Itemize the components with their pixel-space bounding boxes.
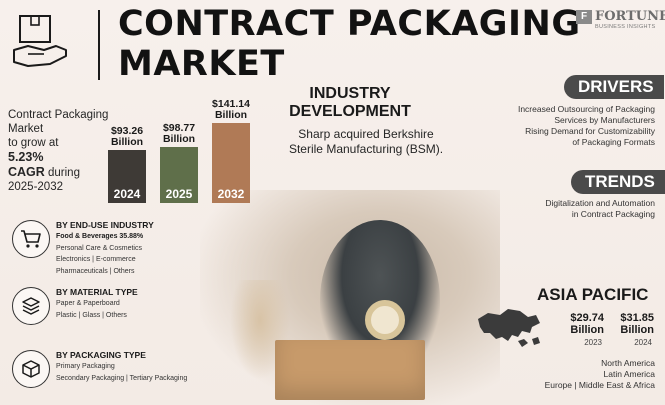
shopping-cart-icon xyxy=(12,220,50,258)
growth-line-3: to grow at xyxy=(8,137,59,149)
growth-statement: Contract Packaging Market to grow at 5.2… xyxy=(8,108,113,194)
segment-title: BY MATERIAL TYPE xyxy=(56,287,138,297)
header-divider xyxy=(98,10,100,80)
segment-line: Paper & Paperboard xyxy=(56,300,120,307)
segment-line: Secondary Packaging | Tertiary Packaging xyxy=(56,374,188,382)
bar-value-label: $98.77 Billion xyxy=(162,122,196,145)
driver-line: of Packaging Formats xyxy=(572,137,655,147)
trend-line: Digitalization and Automation xyxy=(545,198,655,208)
segment-line: Pharmaceuticals | Others xyxy=(56,267,135,275)
driver-line: Rising Demand for Customizability xyxy=(525,126,655,136)
forecast-period: 2025-2032 xyxy=(8,181,63,193)
region-line: Europe | Middle East & Africa xyxy=(544,380,655,390)
bar-year-label: 2032 xyxy=(217,187,245,201)
asia-value-2023-amount: $29.74 xyxy=(570,312,604,324)
asia-pacific-map-icon xyxy=(474,305,544,350)
stacked-boxes-icon xyxy=(12,287,50,325)
asia-year-2023: 2023 xyxy=(584,338,602,347)
segment-line: Personal Care & Cosmetics xyxy=(56,244,142,252)
logo-mark: F xyxy=(576,10,592,24)
region-line: Latin America xyxy=(603,369,656,379)
segment-line: Plastic | Glass | Others xyxy=(56,311,127,319)
segment-title: BY END-USE INDUSTRY xyxy=(56,220,154,230)
page-title: CONTRACT PACKAGING MARKET xyxy=(118,4,581,84)
logo-subtitle: BUSINESS INSIGHTS xyxy=(595,24,656,30)
driver-line: Increased Outsourcing of Packaging xyxy=(517,104,655,114)
asia-pacific-title: ASIA PACIFIC xyxy=(537,285,649,304)
market-size-bar-chart: 2024 $93.26 Billion 2025 $98.77 Billion 2032 $1… xyxy=(106,95,258,203)
segment-items: Paper & Paperboard Plastic | Glass | Oth… xyxy=(56,298,127,321)
bar-value-label: $141.14 Billion xyxy=(212,98,250,121)
cagr-during: during xyxy=(44,167,80,179)
growth-line-2: Market xyxy=(8,123,44,135)
industry-development-text: Sharp acquired Berkshire Sterile Manufac… xyxy=(266,127,466,157)
asia-value-2023-unit: Billion xyxy=(570,324,604,336)
trend-line: in Contract Packaging xyxy=(571,209,655,219)
industry-text-line-1: Sharp acquired Berkshire xyxy=(298,127,434,141)
industry-text-line-2: Sterile Manufacturing (BSM). xyxy=(288,142,444,156)
trends-label: TRENDS xyxy=(571,170,665,194)
packaging-worker-photo xyxy=(200,190,500,405)
asia-value-2023: $29.74 Billion xyxy=(556,312,604,336)
segment-line: Primary Packaging xyxy=(56,363,115,370)
segment-line: Electronics | E-commerce xyxy=(56,256,136,263)
segment-lead: Food & Beverages 35.88% xyxy=(56,233,144,240)
bar-year-label: 2025 xyxy=(165,187,193,201)
bar-year-label: 2024 xyxy=(113,187,141,201)
asia-year-2024: 2024 xyxy=(634,338,652,347)
bar-2032: 2032 xyxy=(212,123,250,203)
segment-title: BY PACKAGING TYPE xyxy=(56,350,146,360)
asia-value-2024: $31.85 Billion xyxy=(606,312,654,336)
box-in-hand-icon xyxy=(10,10,70,76)
trends-list: Digitalization and Automation in Contrac… xyxy=(545,198,655,220)
cardboard-box xyxy=(275,340,425,400)
driver-line: Services by Manufacturers xyxy=(554,115,655,125)
bar-value-label: $93.26 Billion xyxy=(110,125,144,148)
regions-list: North America Latin America Europe | Mid… xyxy=(545,358,655,391)
drivers-label: DRIVERS xyxy=(564,75,664,99)
industry-title-line-2: DEVELOPMENT xyxy=(289,103,411,120)
industry-title-line-1: INDUSTRY xyxy=(309,85,391,102)
bar-2025: 2025 xyxy=(160,147,198,203)
logo-name: FORTUNE xyxy=(595,9,665,24)
growth-line-1: Contract Packaging xyxy=(8,109,109,121)
asia-value-2024-amount: $31.85 xyxy=(620,312,654,324)
title-line-2: MARKET xyxy=(118,44,285,84)
package-box-icon xyxy=(12,350,50,388)
cagr-value: 5.23% xyxy=(8,150,44,164)
drivers-list: Increased Outsourcing of Packaging Servi… xyxy=(518,104,655,148)
tape-roll xyxy=(365,300,405,340)
title-line-1: CONTRACT PACKAGING xyxy=(118,4,581,44)
segment-items: Food & Beverages 35.88% Personal Care & … xyxy=(56,231,143,277)
segment-items: Primary Packaging Secondary Packaging | … xyxy=(56,361,187,384)
asia-value-2024-unit: Billion xyxy=(620,324,654,336)
region-line: North America xyxy=(601,358,655,368)
cagr-label: CAGR xyxy=(8,165,45,179)
industry-development-title: INDUSTRY DEVELOPMENT xyxy=(270,85,430,121)
bar-2024: 2024 xyxy=(108,150,146,203)
